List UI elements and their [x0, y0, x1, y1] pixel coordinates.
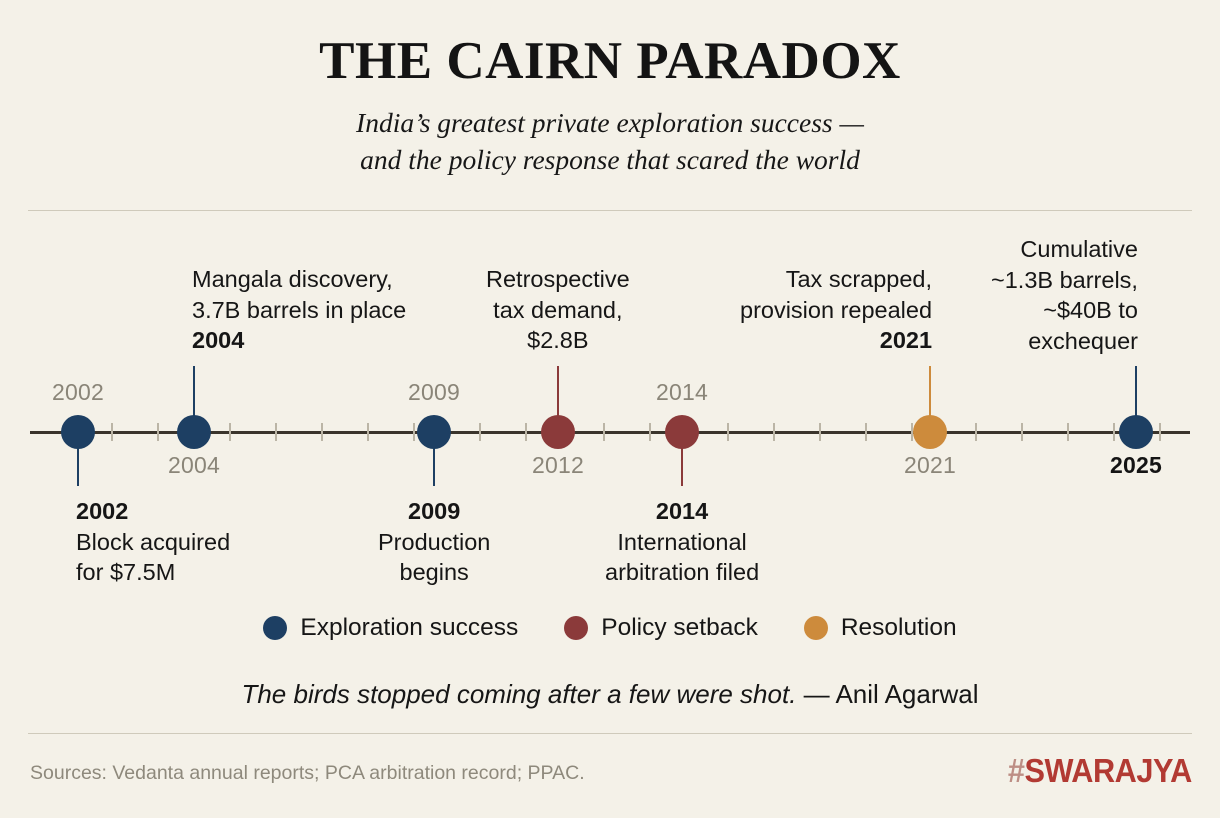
axis-tick	[649, 423, 651, 441]
callout-line: International	[617, 528, 747, 555]
timeline-dot-2012[interactable]	[541, 415, 575, 449]
footer-divider	[28, 733, 1192, 734]
timeline-connector-2025	[1134, 366, 1138, 420]
axis-year-label-2002: 2002	[52, 379, 104, 405]
legend-item-2[interactable]: Resolution	[803, 614, 957, 642]
pull-quote: The birds stopped coming after a few wer…	[0, 679, 1220, 710]
callout-line: exchequer	[1028, 327, 1138, 354]
timeline-dot-2009[interactable]	[417, 415, 451, 449]
quote-attribution: — Anil Agarwal	[803, 679, 979, 709]
axis-tick	[1159, 423, 1161, 441]
legend-item-0[interactable]: Exploration success	[263, 614, 518, 642]
callout-line: Cumulative	[1020, 236, 1138, 262]
quote-text: The birds stopped coming after a few wer…	[241, 679, 797, 709]
axis-tick	[727, 423, 729, 441]
callout-line: $2.8B	[527, 327, 589, 354]
axis-tick	[275, 423, 277, 441]
axis-tick	[157, 423, 159, 441]
timeline-dot-2021[interactable]	[913, 415, 947, 449]
timeline-connector-2002	[76, 444, 80, 486]
callout-line: ~1.3B barrels,	[991, 266, 1138, 293]
callout-line: Block acquired	[76, 528, 231, 555]
callout-line: Retrospective	[486, 266, 630, 292]
axis-tick	[111, 423, 113, 441]
axis-tick	[367, 423, 369, 441]
axis-tick	[603, 423, 605, 441]
callout-line: ~$40B to	[1043, 297, 1138, 324]
subtitle-line-1: India’s greatest private exploration suc…	[356, 106, 864, 138]
legend-label: Policy setback	[601, 614, 758, 641]
axis-tick	[975, 423, 977, 441]
callout-year-2014: 2014	[655, 498, 709, 524]
axis-tick	[819, 423, 821, 441]
sources-note: Sources: Vedanta annual reports; PCA arb…	[30, 762, 585, 784]
callout-year-2002: 2002	[76, 498, 129, 524]
axis-year-label-2025: 2025	[1110, 452, 1162, 478]
axis-year-label-2009: 2009	[408, 379, 460, 405]
timeline-dot-2014[interactable]	[665, 415, 699, 449]
axis-year-label-2021: 2021	[904, 452, 956, 478]
timeline-dot-2004[interactable]	[177, 415, 211, 449]
axis-tick	[865, 423, 867, 441]
timeline-callout-2009: 2009 Production begins	[378, 496, 490, 588]
callout-line: provision repealed	[740, 296, 933, 323]
axis-tick	[911, 423, 913, 441]
callout-year-2009: 2009	[408, 498, 461, 524]
brand-wordmark: SWARAJYA	[1024, 752, 1193, 789]
page-title: THE CAIRN PARADOX	[319, 32, 901, 90]
axis-tick	[229, 423, 231, 441]
timeline-connector-2021	[928, 366, 932, 420]
callout-line: arbitration filed	[605, 559, 760, 586]
legend-swatch-icon	[803, 616, 828, 640]
timeline-axis	[30, 431, 1190, 434]
axis-tick	[479, 423, 481, 441]
timeline-callout-2004: Mangala discovery, 3.7B barrels in place 2…	[192, 264, 406, 356]
callout-line: 3.7B barrels in place	[192, 296, 407, 323]
callout-line: tax demand,	[493, 296, 623, 323]
legend-label: Resolution	[840, 614, 957, 641]
timeline-connector-2004	[192, 366, 196, 420]
timeline-connector-2014	[680, 444, 684, 486]
subtitle-line-2: and the policy response that scared the …	[360, 143, 860, 175]
timeline-connector-2009	[432, 444, 436, 486]
axis-year-label-2004: 2004	[168, 452, 220, 478]
axis-tick	[321, 423, 323, 441]
timeline-callout-2025: Cumulative ~1.3B barrels, ~$40B to excheque…	[991, 234, 1138, 356]
legend-item-1[interactable]: Policy setback	[564, 614, 758, 642]
callout-line: for $7.5M	[76, 559, 176, 586]
swarajya-logo: #SWARAJYA	[1008, 752, 1192, 790]
callout-line: begins	[399, 559, 469, 586]
axis-tick	[773, 423, 775, 441]
callout-line: Mangala discovery,	[192, 266, 393, 292]
legend-swatch-icon	[564, 616, 589, 640]
axis-year-label-2014: 2014	[656, 379, 708, 405]
legend-swatch-icon	[263, 616, 288, 640]
axis-year-label-2012: 2012	[532, 452, 584, 478]
callout-line: Tax scrapped,	[785, 266, 933, 292]
timeline-callout-2014: 2014 International arbitration filed	[605, 496, 759, 588]
timeline-callout-2002: 2002 Block acquired for $7.5M	[76, 496, 230, 588]
page-subtitle: India’s greatest private exploration suc…	[0, 104, 1220, 178]
timeline-dot-2002[interactable]	[61, 415, 95, 449]
axis-tick	[525, 423, 527, 441]
timeline-connector-2012	[556, 366, 560, 420]
timeline-dot-2025[interactable]	[1119, 415, 1153, 449]
callout-line: Production	[378, 528, 491, 555]
legend-label: Exploration success	[300, 614, 519, 641]
chart-legend: Exploration success Policy setback Resolut…	[0, 614, 1220, 642]
infographic-header: THE CAIRN PARADOX India’s greatest priva…	[0, 0, 1220, 178]
callout-year-2004: 2004	[192, 327, 245, 354]
callout-year-2021: 2021	[879, 327, 933, 354]
timeline-callout-2021: Tax scrapped, provision repealed 2021	[740, 264, 932, 356]
axis-tick	[1113, 423, 1115, 441]
axis-tick	[413, 423, 415, 441]
timeline-callout-2012: Retrospective tax demand, $2.8B	[486, 264, 630, 356]
header-divider	[28, 210, 1192, 211]
axis-tick	[1067, 423, 1069, 441]
hash-symbol: #	[1007, 752, 1025, 789]
axis-tick	[1021, 423, 1023, 441]
